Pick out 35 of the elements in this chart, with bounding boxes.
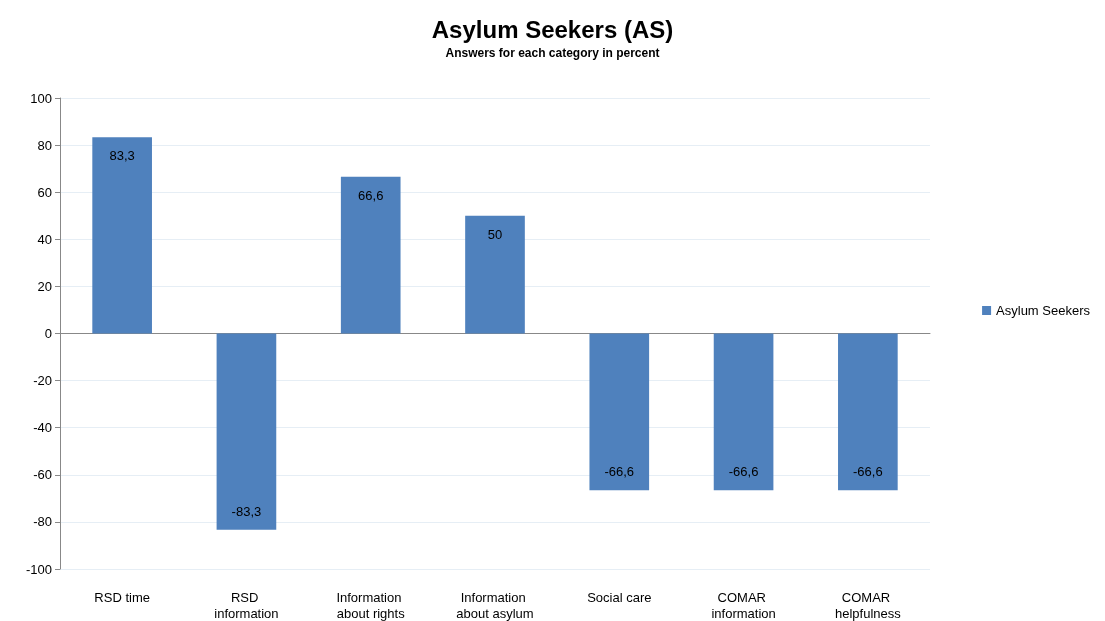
legend-label: Asylum Seekers <box>996 303 1091 318</box>
x-tick-label: RSD information <box>214 589 279 621</box>
x-tick-label: Information about rights <box>336 589 406 621</box>
data-label: 83,3 <box>109 148 135 164</box>
y-tick-label: -100 <box>25 561 52 577</box>
bar <box>340 176 401 334</box>
bar <box>589 333 650 491</box>
y-tick-label: 60 <box>37 184 52 200</box>
data-label: -66,6 <box>853 464 883 480</box>
y-tick-label: 100 <box>30 90 52 106</box>
y-tick-label: -20 <box>33 373 52 389</box>
x-tick-label: RSD time <box>94 589 150 605</box>
x-tick-label: COMAR information <box>711 589 776 621</box>
data-label: -66,6 <box>604 464 635 480</box>
bar <box>216 333 277 530</box>
data-label: 50 <box>487 226 503 242</box>
x-tick-label: Information about asylum <box>456 589 534 621</box>
data-label: -83,3 <box>231 503 262 519</box>
y-tick-label: -60 <box>33 467 52 483</box>
bar <box>838 333 898 491</box>
x-tick-label: Social care <box>587 589 652 605</box>
y-tick-label: 0 <box>44 326 52 341</box>
data-label: -66,6 <box>728 464 759 480</box>
chart-subtitle: Answers for each category in percent <box>445 46 660 60</box>
bar <box>92 137 152 334</box>
bar <box>713 333 774 491</box>
data-label: 66,6 <box>358 187 384 203</box>
y-tick-label: 20 <box>37 278 52 294</box>
x-tick-label: COMAR helpfulness <box>834 589 902 621</box>
bar <box>465 215 525 334</box>
chart-title: Asylum Seekers (AS) <box>431 15 674 43</box>
y-tick-label: -40 <box>33 420 52 436</box>
y-tick-label: 40 <box>37 231 52 247</box>
y-tick-label: -80 <box>33 514 52 530</box>
y-tick-label: 80 <box>37 137 52 153</box>
